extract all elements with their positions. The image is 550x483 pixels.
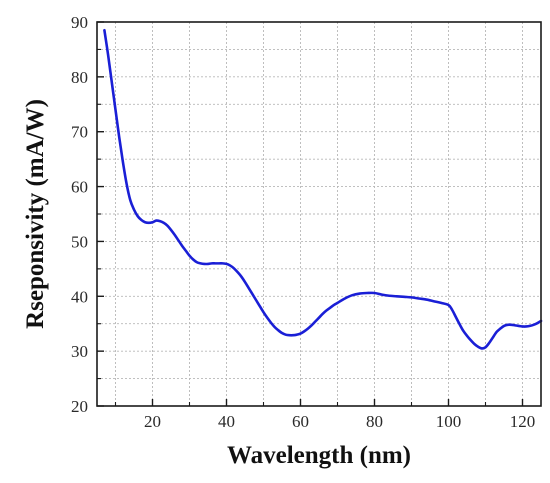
y-tick-label: 40 <box>71 287 88 306</box>
y-tick-label: 20 <box>71 397 88 416</box>
y-tick-label: 60 <box>71 178 88 197</box>
x-tick-label: 80 <box>366 412 383 431</box>
x-tick-label: 120 <box>510 412 536 431</box>
y-tick-label: 80 <box>71 68 88 87</box>
x-axis-title: Wavelength (nm) <box>227 442 411 469</box>
y-tick-label: 90 <box>71 13 88 32</box>
y-tick-label: 30 <box>71 342 88 361</box>
series-layer <box>103 28 543 350</box>
y-tick-label: 50 <box>71 232 88 251</box>
responsivity-series-line <box>103 28 543 350</box>
y-tick-labels: 20 30 40 50 60 70 80 90 <box>71 13 88 416</box>
y-axis-title: Rseponsivity (mA/W) <box>22 99 49 329</box>
x-tick-label: 20 <box>144 412 161 431</box>
x-tick-label: 60 <box>292 412 309 431</box>
x-tick-label: 40 <box>218 412 235 431</box>
x-tick-label: 100 <box>436 412 462 431</box>
x-tick-labels: 20 40 60 80 100 120 <box>144 412 535 431</box>
plot-frame <box>96 21 542 407</box>
grid-lines <box>97 22 541 406</box>
y-tick-label: 70 <box>71 123 88 142</box>
